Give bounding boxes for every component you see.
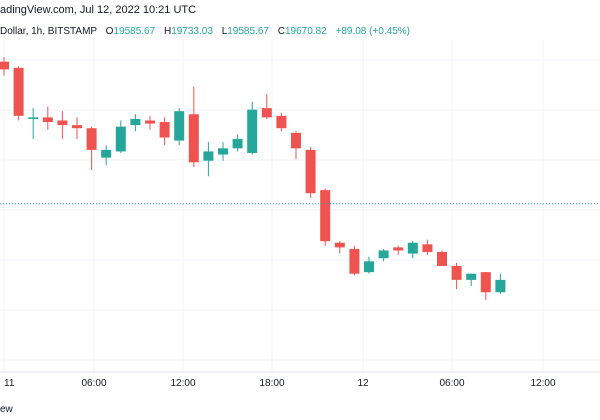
candle-12 xyxy=(174,108,185,146)
change-value: +89.08 (+0.45%) xyxy=(335,26,410,37)
candle-body xyxy=(86,128,97,150)
candle-23 xyxy=(334,241,345,254)
candle-body xyxy=(261,108,272,118)
high-value: 19733.03 xyxy=(171,26,213,37)
x-tick-label-6: 12:00 xyxy=(530,378,555,389)
candle-body xyxy=(334,242,345,248)
candle-body xyxy=(320,190,331,242)
candle-33 xyxy=(480,272,491,300)
high-label: H xyxy=(163,26,172,37)
candle-7 xyxy=(101,145,112,166)
candle-6 xyxy=(86,126,97,170)
candle-body xyxy=(364,261,374,273)
candle-10 xyxy=(145,115,155,130)
candle-body xyxy=(305,149,316,194)
candle-body xyxy=(247,109,258,153)
ohlc-legend: Dollar, 1h, BITSTAMP O19585.67 H19733.03… xyxy=(0,26,410,37)
candle-body xyxy=(378,250,389,259)
candle-body xyxy=(422,244,433,253)
candle-body xyxy=(28,117,39,119)
candle-18 xyxy=(261,94,272,119)
candle-0 xyxy=(0,57,9,76)
x-tick-label-2: 12:00 xyxy=(170,378,195,389)
low-value: 19585.67 xyxy=(227,26,269,37)
candle-8 xyxy=(115,120,126,153)
open-label: O xyxy=(105,26,114,37)
candle-1 xyxy=(13,66,24,121)
candle-body xyxy=(480,272,491,293)
candle-21 xyxy=(305,146,316,198)
candle-body xyxy=(218,148,228,155)
candle-body xyxy=(451,265,462,280)
candle-body xyxy=(13,67,24,116)
candle-9 xyxy=(130,114,141,132)
x-tick-label-5: 06:00 xyxy=(439,378,464,389)
candle-body xyxy=(101,149,112,158)
candle-30 xyxy=(437,250,447,266)
candle-body xyxy=(174,111,185,141)
candle-body xyxy=(466,273,477,280)
candle-body xyxy=(349,248,360,274)
candle-13 xyxy=(188,86,199,167)
footer-label: ew xyxy=(0,404,13,415)
candle-26 xyxy=(378,248,389,262)
low-label: L xyxy=(221,26,228,37)
candle-34 xyxy=(495,273,506,294)
candle-25 xyxy=(364,256,374,274)
candle-32 xyxy=(466,273,477,287)
candle-body xyxy=(130,118,141,126)
candle-body xyxy=(115,126,126,152)
candle-24 xyxy=(349,245,360,276)
candle-4 xyxy=(57,111,68,140)
close-value: 19670.82 xyxy=(284,26,327,37)
candle-29 xyxy=(422,239,433,256)
candle-17 xyxy=(247,101,258,155)
candle-16 xyxy=(232,134,243,152)
candle-body xyxy=(407,242,418,254)
candle-body xyxy=(291,132,301,149)
symbol-label: Dollar, 1h, BITSTAMP xyxy=(0,26,97,37)
candle-2 xyxy=(28,108,39,140)
source-timestamp: adingView.com, Jul 12, 2022 10:21 UTC xyxy=(0,4,197,16)
close-label: C xyxy=(277,26,285,37)
candle-body xyxy=(42,117,53,123)
candle-body xyxy=(57,120,68,126)
candle-22 xyxy=(320,188,331,246)
candle-31 xyxy=(451,262,462,290)
x-tick-label-3: 18:00 xyxy=(259,378,284,389)
x-tick-label-1: 06:00 xyxy=(81,378,106,389)
candle-body xyxy=(393,247,404,251)
candle-body xyxy=(0,61,9,70)
candle-3 xyxy=(42,106,53,130)
candle-body xyxy=(276,115,287,129)
candle-body xyxy=(188,114,199,163)
candle-body xyxy=(437,252,447,266)
candle-body xyxy=(159,122,170,138)
x-tick-label-4: 12 xyxy=(357,378,369,389)
candle-body xyxy=(145,120,155,124)
candle-body xyxy=(495,279,506,293)
candle-19 xyxy=(276,112,287,132)
candle-28 xyxy=(407,241,418,259)
candle-body xyxy=(232,139,243,149)
x-tick-label-0: 11 xyxy=(4,378,15,389)
candle-14 xyxy=(203,142,214,177)
candle-20 xyxy=(291,131,301,160)
candle-body xyxy=(203,151,214,161)
candle-5 xyxy=(72,117,82,140)
candle-15 xyxy=(218,142,228,161)
candle-11 xyxy=(159,117,170,146)
candle-body xyxy=(72,125,82,129)
candle-27 xyxy=(393,245,404,256)
open-value: 19585.67 xyxy=(113,26,156,37)
